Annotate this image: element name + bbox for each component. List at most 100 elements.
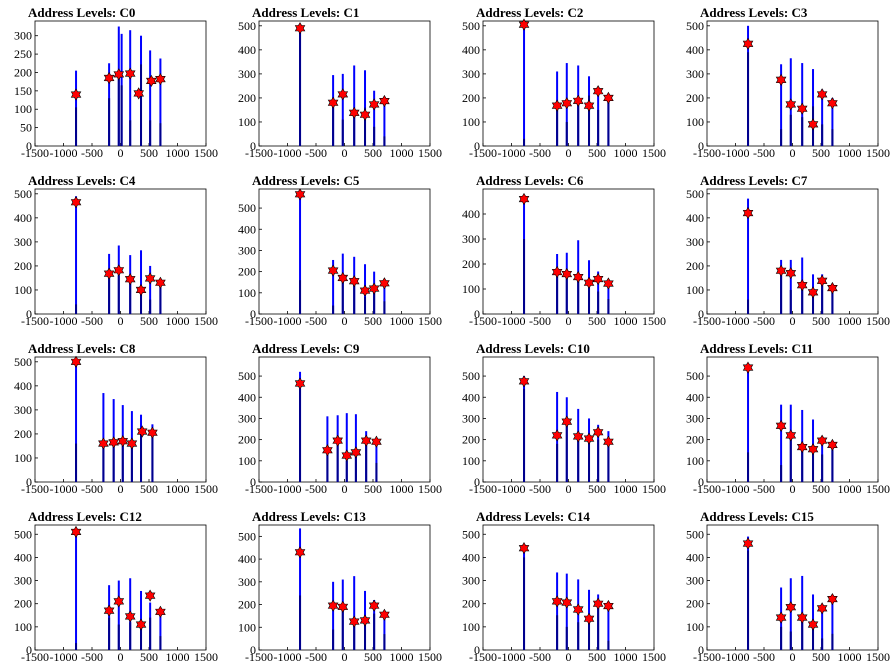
x-tick-label: 500 [364, 314, 382, 328]
bar [747, 52, 750, 146]
star-marker [572, 603, 584, 616]
y-tick-label: 400 [686, 550, 704, 564]
x-tick-label: 1500 [866, 314, 890, 328]
star-marker [359, 284, 371, 297]
x-tick-label: -500 [529, 314, 551, 328]
x-tick-label: 0 [790, 146, 796, 160]
x-tick-label: 1500 [194, 314, 218, 328]
star-marker [742, 361, 754, 374]
plot-frame [482, 20, 655, 147]
bar [75, 643, 78, 650]
bar [102, 445, 105, 482]
x-tick-label: 1000 [614, 314, 638, 328]
star-marker [113, 264, 125, 277]
star-marker [103, 267, 115, 280]
bar [129, 120, 132, 146]
star-marker [592, 85, 604, 98]
y-tick-label: 300 [686, 574, 704, 588]
x-tick-label: 1500 [418, 482, 442, 496]
y-tick-label: 100 [238, 115, 256, 129]
chart-title: Address Levels: C5 [252, 173, 360, 188]
y-tick-label: 50 [20, 121, 32, 135]
y-tick-label: 300 [14, 235, 32, 249]
bar [597, 439, 600, 482]
y-tick-label: 400 [462, 550, 480, 564]
star-marker [775, 73, 787, 86]
bar [789, 259, 792, 314]
star-marker [785, 98, 797, 111]
x-tick-label: 1500 [194, 650, 218, 664]
star-marker [592, 597, 604, 610]
x-tick-label: -1000 [722, 482, 750, 496]
bar [588, 619, 591, 650]
chart-title: Address Levels: C9 [252, 341, 360, 356]
bar [607, 445, 610, 482]
x-tick-label: 1500 [866, 650, 890, 664]
y-tick-label: 200 [686, 91, 704, 105]
plot-frame [706, 524, 879, 651]
chart-panel-10: Address Levels: C10 0 100 200 300 400 500 -1500… [448, 336, 672, 504]
bar [831, 450, 834, 482]
bar [597, 603, 600, 650]
plot-frame [34, 356, 207, 483]
chart-svg: Address Levels: C20100200300400500-1500-… [462, 5, 666, 160]
x-tick-label: 500 [140, 314, 158, 328]
x-tick-label: -500 [81, 482, 103, 496]
bar [780, 273, 783, 314]
y-tick-label: 0 [26, 307, 32, 321]
y-tick-label: 300 [686, 235, 704, 249]
bar [523, 138, 526, 146]
y-tick-label: 100 [14, 283, 32, 297]
star-marker [572, 430, 584, 443]
chart-panel-8: Address Levels: C8 0 100 200 300 400 500 -1500-… [0, 336, 224, 504]
star-marker [807, 443, 819, 456]
bar [108, 617, 111, 650]
chart-title: Address Levels: C2 [476, 5, 583, 20]
x-tick-label: -1500 [245, 650, 273, 664]
x-tick-label: 1000 [166, 314, 190, 328]
star-marker [775, 264, 787, 277]
bar [523, 557, 526, 650]
star-marker [796, 440, 808, 454]
star-marker [592, 426, 604, 439]
x-tick-label: -1000 [722, 314, 750, 328]
star-marker [70, 525, 82, 538]
y-tick-label: 200 [462, 433, 480, 447]
bar [780, 64, 783, 146]
chart-svg: Address Levels: C10 0 100 200 300 400 500 -1500… [462, 341, 666, 496]
bar [821, 638, 824, 650]
star-marker [350, 446, 362, 459]
x-tick-label: 1500 [642, 314, 666, 328]
bar [556, 271, 559, 314]
x-tick-label: 1500 [194, 482, 218, 496]
y-tick-label: 0 [474, 475, 480, 489]
x-tick-label: 0 [566, 314, 572, 328]
y-tick-label: 0 [250, 475, 256, 489]
bar [383, 615, 386, 650]
chart-svg: Address Levels: C13 0 100 200 300 400 500 -1500… [238, 509, 442, 664]
y-tick-label: 0 [250, 643, 256, 657]
bar [149, 265, 152, 314]
x-tick-label: 1500 [642, 146, 666, 160]
y-tick-label: 300 [686, 67, 704, 81]
y-tick-label: 300 [686, 411, 704, 425]
bar [159, 611, 162, 650]
chart-svg: Address Levels: C90100200300400500-1500-… [238, 341, 442, 496]
bar [299, 33, 302, 147]
bar [565, 276, 568, 314]
y-tick-label: 200 [462, 597, 480, 611]
bar [341, 277, 344, 314]
star-marker [603, 277, 614, 290]
star-marker [816, 274, 828, 287]
star-marker [136, 425, 148, 438]
bar [588, 95, 591, 146]
bar [597, 291, 600, 314]
x-tick-label: -1000 [498, 482, 526, 496]
bar [577, 279, 580, 314]
x-tick-label: 0 [790, 650, 796, 664]
bar [747, 366, 750, 482]
x-tick-label: 500 [364, 146, 382, 160]
bar [556, 615, 559, 650]
star-marker [126, 437, 138, 450]
bar [129, 622, 132, 650]
